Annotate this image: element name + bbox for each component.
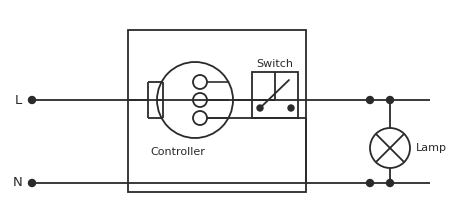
Text: Switch: Switch bbox=[256, 59, 293, 69]
Circle shape bbox=[28, 179, 36, 187]
Circle shape bbox=[386, 179, 393, 187]
Text: Controller: Controller bbox=[150, 147, 205, 157]
Circle shape bbox=[257, 105, 263, 111]
Text: Lamp: Lamp bbox=[416, 143, 447, 153]
Bar bbox=[128, 30, 306, 192]
Text: N: N bbox=[13, 177, 23, 190]
Circle shape bbox=[366, 179, 374, 187]
Circle shape bbox=[288, 105, 294, 111]
Circle shape bbox=[386, 97, 393, 103]
Circle shape bbox=[366, 97, 374, 103]
Text: L: L bbox=[14, 93, 22, 106]
Bar bbox=[252, 72, 298, 118]
Circle shape bbox=[28, 97, 36, 103]
